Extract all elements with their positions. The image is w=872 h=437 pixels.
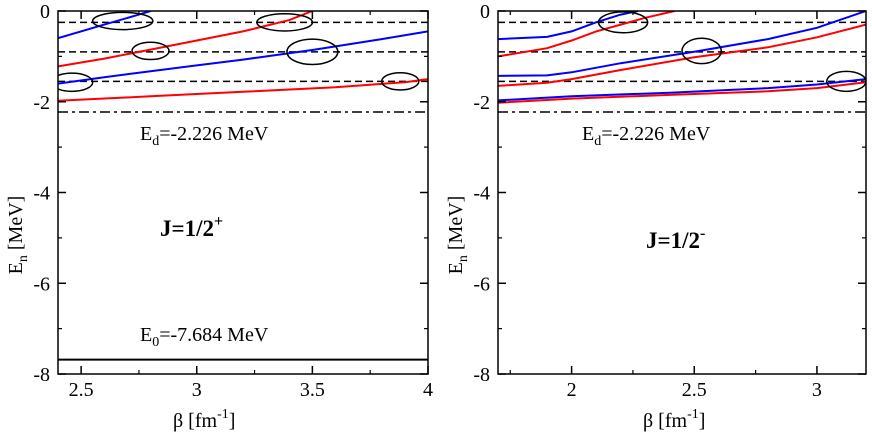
left-ed-annotation: Ed=-2.226 MeV bbox=[140, 123, 269, 149]
left-crossing-circle-0 bbox=[91, 11, 154, 31]
left-crossing-circle-4 bbox=[58, 72, 94, 93]
left-x-axis-label: β [fm-1] bbox=[173, 407, 235, 432]
right-x-tick-label: 3 bbox=[812, 379, 822, 401]
left-y-tick-label: -8 bbox=[33, 364, 50, 386]
right-crossing-circle-0 bbox=[597, 11, 649, 34]
left-crossing-circle-2 bbox=[256, 12, 314, 32]
right-y-tick-label: -4 bbox=[473, 183, 490, 205]
left-crossing-circle-3 bbox=[286, 38, 339, 66]
right-j-label: J=1/2- bbox=[646, 225, 705, 253]
right-ed-annotation: Ed=-2.226 MeV bbox=[582, 123, 711, 149]
right-axis-ticks: 0 -2 -4 -6 -8 2 2.5 3 bbox=[473, 1, 866, 401]
left-series-blue-lower bbox=[58, 30, 428, 85]
right-series-blue-lower bbox=[498, 78, 866, 102]
left-y-tick-label: 0 bbox=[40, 1, 50, 23]
left-x-tick-label: 2.5 bbox=[69, 379, 94, 401]
left-y-tick-label: -4 bbox=[33, 183, 50, 205]
left-series-blue-upper bbox=[58, 11, 151, 40]
left-x-tick-label: 3 bbox=[192, 379, 202, 401]
right-series-red-middle bbox=[498, 23, 866, 87]
right-y-tick-label: -6 bbox=[473, 273, 490, 295]
right-y-tick-label: -8 bbox=[473, 364, 490, 386]
left-crossing-circle-1 bbox=[131, 41, 170, 61]
left-y-axis-label: En [MeV] bbox=[5, 196, 31, 275]
left-y-tick-label: -6 bbox=[33, 273, 50, 295]
left-plot-content bbox=[58, 11, 428, 361]
left-y-tick-label: -2 bbox=[33, 92, 50, 114]
left-crossing-circle-5 bbox=[381, 71, 420, 91]
left-axis-ticks: 0 -2 -4 -6 -8 2.5 3 3.5 4 bbox=[33, 1, 433, 401]
right-plot-frame bbox=[497, 10, 867, 375]
right-plot-content bbox=[498, 11, 866, 113]
right-x-tick-label: 2 bbox=[567, 379, 577, 401]
right-crossing-circle-1 bbox=[681, 37, 723, 65]
left-x-tick-label: 4 bbox=[423, 379, 433, 401]
right-series-red-upper bbox=[498, 11, 675, 58]
right-crossing-circle-2 bbox=[826, 70, 866, 93]
right-x-axis-label: β [fm-1] bbox=[643, 407, 705, 432]
right-series-red-lower bbox=[498, 81, 866, 104]
left-series-red-upper bbox=[58, 11, 313, 68]
right-y-axis-label: En [MeV] bbox=[445, 196, 471, 275]
right-series-blue-middle bbox=[498, 11, 866, 77]
right-y-tick-label: -2 bbox=[473, 92, 490, 114]
left-series-red-lower bbox=[58, 78, 428, 102]
left-j-label: J=1/2+ bbox=[160, 213, 223, 241]
left-x-tick-label: 3.5 bbox=[300, 379, 325, 401]
right-x-tick-label: 2.5 bbox=[682, 379, 707, 401]
panel-left: 0 -2 -4 -6 -8 2.5 3 3.5 4 Ed=-2.226 MeV E0=-7.68… bbox=[5, 1, 433, 432]
right-series-blue-upper bbox=[498, 11, 639, 41]
left-plot-frame bbox=[57, 10, 429, 375]
right-y-tick-label: 0 bbox=[480, 1, 490, 23]
panel-right: 0 -2 -4 -6 -8 2 2.5 3 Ed=-2.226 MeV J=1/2- β [f… bbox=[445, 1, 867, 432]
left-e0-annotation: E0=-7.684 MeV bbox=[140, 324, 269, 350]
